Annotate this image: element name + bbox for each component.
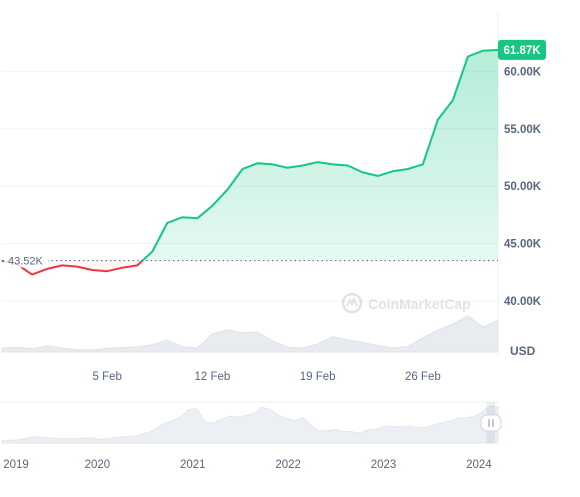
price-point [422, 163, 424, 165]
price-point [271, 163, 274, 165]
price-point [347, 164, 349, 167]
price-line-up [2, 48, 498, 261]
price-point [482, 50, 484, 52]
overview-tick-label: 2023 [371, 459, 397, 471]
price-point [121, 267, 123, 269]
overview-tick-label: 2019 [3, 459, 29, 471]
price-point [256, 162, 259, 164]
price-point [317, 161, 319, 163]
price-point [136, 264, 138, 266]
price-point [377, 175, 379, 177]
price-point [106, 270, 108, 272]
baseline: 43.52K 61.87K [2, 39, 546, 268]
y-axis: 40.00K 45.00K 50.00K 55.00K 60.00K [504, 66, 542, 308]
overview-tick-label: 2024 [466, 459, 492, 471]
price-point [407, 168, 409, 170]
price-line-down [2, 260, 145, 276]
overview-tick-label: 2021 [180, 459, 206, 471]
watermark-text: CoinMarketCap [368, 296, 471, 312]
overview-tick-label: 2022 [275, 459, 301, 471]
baseline-label: 43.52K [8, 256, 44, 268]
price-point [332, 163, 334, 165]
price-point [166, 222, 168, 224]
y-tick-label: 60.00K [504, 66, 542, 78]
current-price-label: 61.87K [503, 45, 541, 57]
x-tick-label: 5 Feb [93, 371, 122, 383]
x-tick-label: 26 Feb [405, 371, 441, 383]
overview-drag-handle[interactable] [480, 414, 502, 432]
price-point [196, 217, 198, 219]
price-point [302, 164, 304, 167]
watermark: CoinMarketCap [341, 292, 471, 314]
volume-area [1, 315, 499, 353]
overview-navigator[interactable]: 2019 2020 2021 2022 2023 2024 [1, 401, 502, 471]
y-tick-label: 45.00K [504, 239, 542, 251]
overview-tick-label: 2020 [85, 459, 111, 471]
price-point [437, 119, 439, 121]
price-point [76, 266, 78, 268]
price-point [46, 268, 48, 270]
price-point [467, 55, 469, 58]
overview-area [1, 405, 499, 444]
price-point [452, 99, 454, 101]
price-point [226, 189, 229, 191]
up-area-fill [142, 49, 498, 261]
current-price-badge [498, 39, 546, 60]
volume-bars [1, 315, 499, 353]
price-point [31, 274, 33, 276]
price-point [241, 168, 244, 170]
baseline-label-bg [4, 252, 48, 268]
coinmarketcap-logo-icon [341, 292, 363, 314]
currency-label: USD [510, 344, 536, 358]
y-tick-label: 55.00K [504, 124, 542, 136]
x-tick-label: 12 Feb [195, 371, 231, 383]
x-tick-label: 19 Feb [300, 371, 336, 383]
x-axis: 5 Feb 12 Feb 19 Feb 26 Feb [93, 371, 441, 383]
price-point [211, 205, 213, 207]
y-tick-label: 40.00K [504, 296, 542, 308]
price-point [181, 216, 183, 218]
price-point [392, 170, 394, 172]
price-point [287, 167, 289, 169]
price-point [151, 251, 153, 253]
price-point [61, 264, 63, 266]
y-tick-label: 50.00K [504, 181, 542, 193]
price-point [91, 269, 93, 271]
price-point [362, 171, 364, 173]
